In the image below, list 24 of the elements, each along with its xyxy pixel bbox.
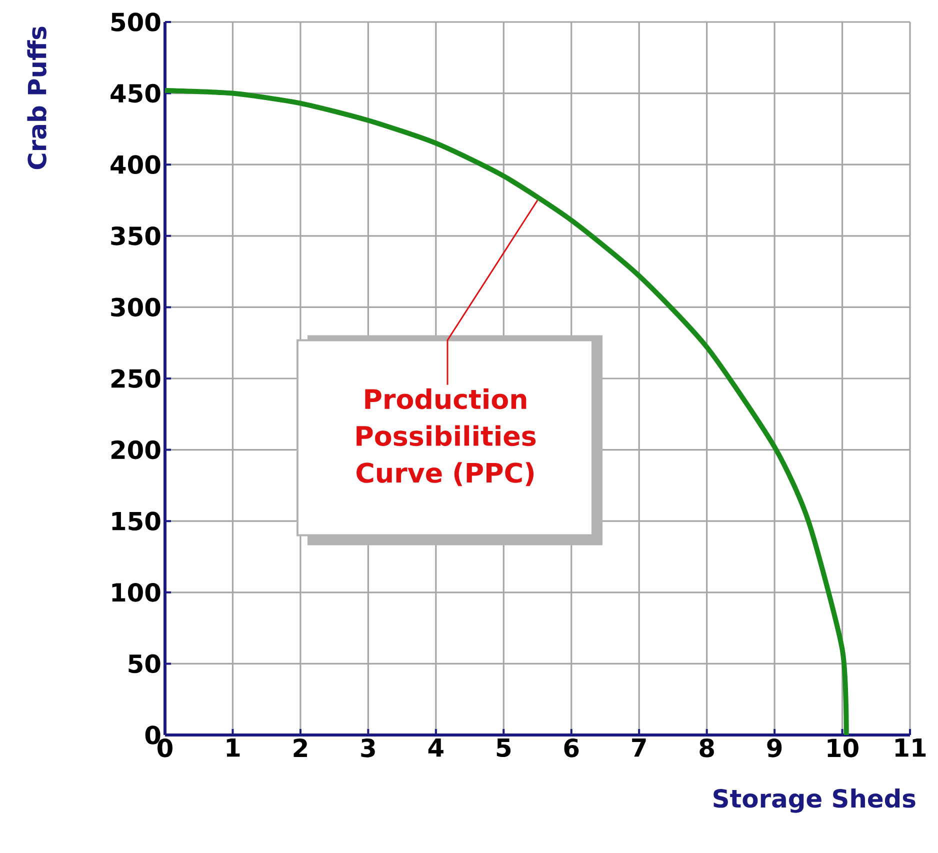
annotation: Production Possibilities Curve (PPC) <box>356 388 536 486</box>
y-tick-label: 150 <box>112 512 160 531</box>
x-tick-label: 3 <box>361 738 375 758</box>
y-axis-title: Crab Puffs <box>27 26 46 170</box>
y-tick-label: 450 <box>110 84 160 103</box>
x-tick-label: 5 <box>496 738 511 758</box>
x-tick-label: 9 <box>767 738 782 758</box>
y-tick-label: 200 <box>111 440 160 460</box>
x-tick-label: 2 <box>294 738 307 758</box>
y-tick-label: 350 <box>111 226 160 246</box>
x-tick-label: 11 <box>895 738 926 757</box>
x-tick-label: 6 <box>564 738 579 758</box>
x-tick-label: 10 <box>828 738 858 758</box>
y-tick-label: 300 <box>111 298 160 317</box>
y-tick-label: 50 <box>128 654 160 674</box>
x-tick-label: 8 <box>700 738 714 758</box>
y-tick-label: 500 <box>111 12 160 32</box>
x-tick-label: 7 <box>632 738 646 757</box>
x-tick-label: 4 <box>428 738 444 757</box>
x-tick-label: 1 <box>226 738 240 757</box>
y-tick-label: 100 <box>112 582 160 602</box>
x-axis-title: Storage Sheds <box>714 788 916 813</box>
y-tick-label: 250 <box>111 369 160 388</box>
y-tick-label: 400 <box>110 155 160 174</box>
